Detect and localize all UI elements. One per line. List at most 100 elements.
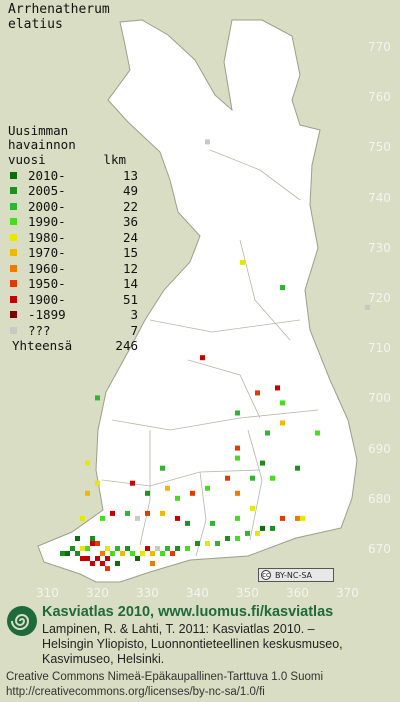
observation-square: [240, 259, 245, 265]
legend-row: 1900- 51: [8, 292, 138, 308]
observation-square: [90, 541, 95, 546]
legend-count: 24: [122, 229, 138, 245]
citation-line-1: Lampinen, R. & Lahti, T. 2011: Kasviatla…: [42, 622, 315, 636]
observation-square: [75, 536, 80, 541]
legend-period: 1900-: [28, 291, 66, 307]
legend-header-line-1: Uusimman: [8, 123, 69, 138]
observation-square: [160, 510, 165, 516]
observation-square: [135, 556, 140, 561]
x-tick-label: 350: [236, 586, 259, 600]
species-name-line-1: Arrhenatherum: [8, 2, 110, 17]
legend-row: 2005- 49: [8, 183, 138, 199]
observation-square: [235, 490, 240, 496]
license-badge[interactable]: cc BY-NC-SA: [258, 568, 334, 582]
observation-squares: [60, 139, 370, 572]
observation-square: [185, 520, 190, 526]
legend-swatch: [10, 264, 17, 272]
observation-square: [105, 566, 110, 572]
x-tick-label: 320: [86, 586, 109, 600]
y-tick-label: 750: [368, 140, 391, 155]
legend-rows: 2010- 13 2005- 49 2000- 22 1990- 36 1980- 24 1970-…: [8, 168, 138, 339]
observation-square: [165, 485, 170, 491]
y-tick-label: 710: [368, 341, 391, 356]
finland-outline: [37, 19, 358, 583]
observation-square: [280, 285, 285, 290]
observation-square: [85, 460, 90, 466]
observation-square: [300, 515, 305, 521]
observation-square: [150, 561, 155, 566]
observation-square: [115, 546, 120, 551]
legend-period: 1980-: [28, 229, 66, 245]
y-tick-label: 720: [368, 291, 391, 305]
observation-square: [235, 515, 240, 521]
brand-line[interactable]: Kasviatlas 2010, www.luomus.fi/kasviatla…: [42, 604, 334, 620]
legend-period: 1960-: [28, 260, 66, 276]
legend-period: 2005-: [28, 183, 66, 198]
observation-square: [270, 475, 275, 481]
legend-count: 14: [122, 276, 138, 291]
observation-square: [280, 515, 285, 521]
legend-period: 1950-: [28, 276, 66, 291]
legend-count: 51: [122, 291, 138, 307]
observation-square: [95, 395, 100, 401]
legend-header-line-2: havainnon: [8, 137, 76, 152]
legend-col-count: lkm: [103, 152, 126, 167]
observation-square: [195, 541, 200, 546]
observation-square: [275, 385, 280, 391]
observation-square: [90, 561, 95, 566]
observation-square: [245, 530, 250, 536]
observation-square: [175, 515, 180, 521]
observation-square: [130, 480, 135, 486]
observation-square: [115, 561, 120, 566]
legend-swatch: [10, 280, 17, 287]
y-tick-label: 770: [368, 40, 391, 54]
observation-square: [185, 546, 190, 551]
observation-square: [210, 520, 215, 526]
x-tick-label: 310: [36, 586, 59, 600]
legend-row: 1950- 14: [8, 276, 138, 292]
observation-square: [85, 490, 90, 496]
observation-square: [175, 495, 180, 501]
observation-square: [295, 465, 300, 471]
y-tick-label: 730: [368, 240, 391, 255]
observation-square: [250, 505, 255, 511]
observation-square: [205, 139, 210, 145]
legend-swatch: [10, 295, 17, 303]
observation-square: [165, 546, 170, 551]
observation-square: [205, 485, 210, 491]
legend-row: 1970- 15: [8, 245, 138, 261]
observation-square: [65, 551, 70, 556]
legend-count: 22: [122, 198, 138, 214]
legend-swatch: [10, 249, 17, 256]
y-tick-label: 760: [368, 90, 391, 105]
observation-square: [100, 515, 105, 521]
observation-square: [145, 510, 150, 516]
observation-square: [280, 420, 285, 426]
observation-square: [145, 546, 150, 551]
legend-row: ??? 7: [8, 323, 138, 339]
x-tick-label: 370: [336, 586, 359, 600]
observation-square: [215, 541, 220, 546]
observation-square: [95, 480, 100, 486]
observation-square: [260, 525, 265, 531]
observation-square: [110, 510, 115, 516]
observation-square: [175, 546, 180, 551]
legend-swatch: [10, 187, 17, 194]
observation-square: [135, 515, 140, 521]
observation-square: [80, 556, 85, 561]
legend-count: 15: [122, 245, 138, 260]
legend-count: 49: [122, 183, 138, 198]
observation-square: [250, 475, 255, 481]
legend-period: ???: [28, 322, 51, 338]
legend-col-year: vuosi: [8, 152, 46, 167]
species-name-line-2: elatius: [8, 17, 63, 32]
observation-square: [90, 536, 95, 541]
observation-square: [160, 465, 165, 471]
observation-square: [85, 546, 90, 551]
legend-row: 2010- 13: [8, 168, 138, 184]
legend-period: 2000-: [28, 198, 66, 214]
legend-period: -1899: [28, 307, 66, 322]
license-url[interactable]: http://creativecommons.org/licenses/by-n…: [6, 686, 265, 698]
cc-icon: cc: [261, 570, 271, 580]
observation-square: [110, 551, 115, 556]
